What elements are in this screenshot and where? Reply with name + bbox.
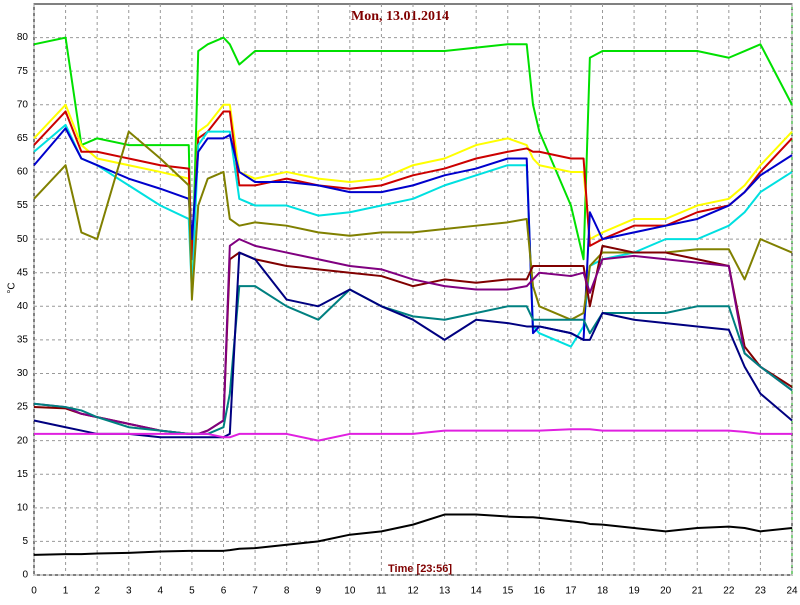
x-tick-label: 15: [502, 586, 514, 597]
x-tick-label: 0: [31, 586, 37, 597]
x-tick-label: 21: [692, 586, 704, 597]
y-tick-label: 65: [17, 133, 29, 144]
y-tick-label: 80: [17, 32, 29, 43]
x-tick-label: 16: [534, 586, 546, 597]
x-tick-label: 19: [629, 586, 641, 597]
y-tick-label: 10: [17, 502, 29, 513]
y-tick-label: 0: [22, 570, 28, 581]
x-tick-label: 6: [221, 586, 227, 597]
x-tick-label: 23: [755, 586, 767, 597]
y-tick-label: 40: [17, 301, 29, 312]
y-tick-label: 20: [17, 435, 29, 446]
x-tick-label: 1: [63, 586, 69, 597]
y-axis-label: °C: [7, 282, 18, 293]
x-tick-label: 4: [158, 586, 164, 597]
x-tick-label: 8: [284, 586, 290, 597]
x-tick-label: 20: [660, 586, 672, 597]
y-tick-label: 55: [17, 200, 29, 211]
chart-title: Mon, 13.01.2014: [351, 9, 449, 24]
x-tick-label: 7: [252, 586, 258, 597]
x-tick-label: 18: [597, 586, 609, 597]
x-tick-label: 24: [786, 586, 798, 597]
series-line: [33, 103, 793, 274]
y-tick-label: 45: [17, 267, 29, 278]
series-line: [33, 123, 793, 348]
y-tick-label: 15: [17, 469, 29, 480]
y-tick-label: 25: [17, 402, 29, 413]
series-line: [33, 36, 793, 288]
x-tick-label: 22: [723, 586, 735, 597]
x-tick-label: 3: [126, 586, 132, 597]
series-line: [33, 110, 793, 261]
y-tick-label: 5: [22, 536, 28, 547]
y-tick-label: 30: [17, 368, 29, 379]
series-line: [33, 127, 793, 341]
series-line: [33, 251, 793, 439]
y-tick-label: 70: [17, 99, 29, 110]
y-tick-label: 75: [17, 66, 29, 77]
x-tick-label: 2: [94, 586, 100, 597]
y-tick-label: 60: [17, 167, 29, 178]
x-tick-label: 12: [407, 586, 419, 597]
series-line: [33, 513, 793, 556]
x-axis-label: Time [23:56]: [388, 563, 452, 575]
x-tick-label: 14: [471, 586, 483, 597]
x-tick-label: 17: [565, 586, 577, 597]
x-tick-label: 11: [376, 586, 387, 597]
y-tick-label: 50: [17, 234, 29, 245]
x-tick-label: 9: [315, 586, 321, 597]
y-tick-label: 35: [17, 335, 29, 346]
x-tick-label: 13: [439, 586, 451, 597]
series-line: [34, 428, 792, 442]
x-tick-label: 5: [189, 586, 195, 597]
x-tick-label: 10: [344, 586, 356, 597]
